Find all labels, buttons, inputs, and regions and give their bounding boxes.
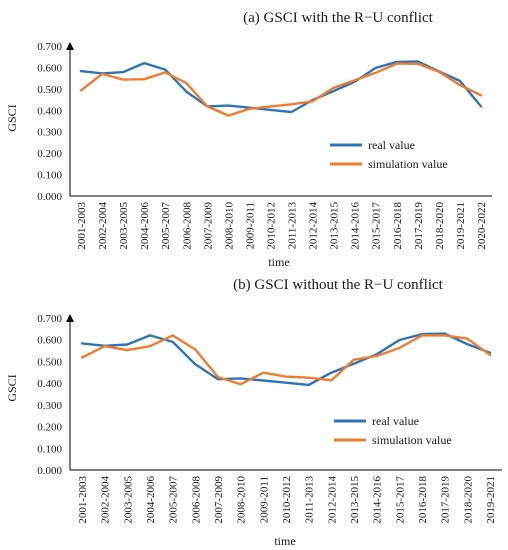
chart-b-legend: real value simulation value [334, 414, 452, 447]
chart-a-series-real-line [79, 60, 483, 114]
chart-a-ylabel: GSCI [5, 104, 19, 131]
chart-a-x-tick-label: 2017-2019 [413, 202, 425, 250]
chart-b-y-tick-label: 0.500 [37, 356, 62, 368]
chart-a-y-tick-label: 0.200 [37, 148, 62, 160]
chart-a-xlabel: time [268, 255, 289, 269]
chart-a-y-tick-label: 0.100 [37, 170, 62, 182]
chart-b-series-simulation-line [80, 334, 492, 386]
chart-a-x-tick-label: 2010-2012 [265, 202, 277, 250]
chart-a-title: (a) GSCI with the R−U conflict [243, 10, 434, 26]
chart-a-x-tick-label: 2020-2022 [476, 202, 488, 250]
chart-b-x-tick-label: 2013-2015 [349, 476, 361, 524]
chart-b-x-tick-label: 2019-2021 [485, 476, 497, 524]
chart-a-y-ticks: 0.000 0.100 0.200 0.300 0.400 0.500 0.600 0.700 [37, 41, 62, 203]
chart-a-x-tick-label: 2014-2016 [350, 202, 362, 250]
chart-b-ylabel: GSCI [5, 374, 19, 401]
chart-b-x-tick-label: 2008-2010 [236, 476, 248, 524]
chart-b-legend-sim-label: simulation value [372, 433, 452, 447]
chart-b-series-real-line [80, 332, 492, 387]
chart-a-x-tick-label: 2002-2004 [97, 202, 109, 250]
chart-a-x-tick-label: 2019-2021 [455, 202, 467, 250]
chart-b-xlabel: time [274, 534, 295, 548]
chart-b-y-tick-label: 0.000 [37, 465, 62, 477]
chart-a-x-tick-label: 2007-2009 [202, 202, 214, 250]
chart-b: (b) GSCI without the R−U conflict GSCI t… [5, 277, 502, 548]
chart-a-x-tick-label: 2015-2017 [371, 202, 383, 250]
chart-b-x-tick-label: 2012-2014 [326, 476, 338, 524]
chart-b-x-tick-label: 2001-2003 [77, 476, 89, 524]
chart-a-x-tick-label: 2009-2011 [244, 202, 256, 249]
chart-b-x-tick-label: 2014-2016 [372, 476, 384, 524]
chart-b-legend-real-label: real value [372, 414, 419, 428]
chart-a: (a) GSCI with the R−U conflict GSCI time… [5, 10, 492, 269]
chart-a-y-tick-label: 0.400 [37, 105, 62, 117]
chart-a-x-tick-label: 2012-2014 [308, 202, 320, 250]
chart-a-y-tick-label: 0.700 [37, 41, 62, 53]
chart-b-x-tick-label: 2017-2019 [440, 476, 452, 524]
chart-b-x-tick-label: 2018-2020 [462, 476, 474, 524]
chart-b-y-ticks: 0.000 0.100 0.200 0.300 0.400 0.500 0.600 0.700 [37, 313, 62, 477]
chart-a-x-tick-label: 2018-2020 [434, 202, 446, 250]
chart-b-y-tick-label: 0.200 [37, 422, 62, 434]
chart-b-x-tick-label: 2006-2008 [190, 476, 202, 524]
chart-a-series-group [79, 60, 483, 117]
chart-a-x-tick-label: 2005-2007 [160, 202, 172, 250]
chart-a-x-tick-label: 2006-2008 [181, 202, 193, 250]
chart-b-y-tick-label: 0.100 [37, 443, 62, 455]
chart-a-x-tick-label: 2016-2018 [392, 202, 404, 250]
chart-a-x-tick-label: 2003-2005 [118, 202, 130, 250]
chart-a-series-simulation-line [79, 62, 483, 117]
chart-b-x-tick-label: 2016-2018 [417, 476, 429, 524]
chart-b-y-tick-label: 0.600 [37, 335, 62, 347]
chart-a-y-tick-label: 0.500 [37, 84, 62, 96]
chart-a-y-tick-label: 0.600 [37, 62, 62, 74]
chart-b-x-tick-label: 2015-2017 [394, 476, 406, 524]
chart-b-x-tick-label: 2003-2005 [122, 476, 134, 524]
chart-a-x-ticks: 2001-2003 2002-2004 2003-2005 2004-2006 2005… [76, 202, 488, 250]
chart-a-y-axis-arrow [66, 42, 74, 50]
chart-b-x-tick-label: 2010-2012 [281, 476, 293, 524]
chart-a-x-tick-label: 2011-2013 [287, 202, 299, 250]
chart-a-x-tick-label: 2008-2010 [223, 202, 235, 250]
chart-b-y-tick-label: 0.400 [37, 378, 62, 390]
chart-a-legend-sim-label: simulation value [368, 157, 448, 171]
chart-a-x-tick-label: 2004-2006 [139, 202, 151, 250]
chart-b-x-ticks: 2001-2003 2002-2004 2003-2005 2004-2006 2005… [77, 476, 497, 524]
chart-a-x-tick-label: 2013-2015 [329, 202, 341, 250]
chart-a-y-tick-label: 0.300 [37, 127, 62, 139]
chart-b-title: (b) GSCI without the R−U conflict [233, 277, 444, 293]
chart-b-x-tick-label: 2007-2009 [213, 476, 225, 524]
chart-a-legend-real-label: real value [368, 138, 415, 152]
chart-b-y-axis-arrow [66, 314, 74, 322]
chart-b-x-tick-label: 2004-2006 [145, 476, 157, 524]
chart-b-x-tick-label: 2005-2007 [168, 476, 180, 524]
chart-a-y-tick-label: 0.000 [37, 191, 62, 203]
chart-b-y-tick-label: 0.300 [37, 400, 62, 412]
chart-b-x-tick-label: 2002-2004 [100, 476, 112, 524]
chart-b-y-tick-label: 0.700 [37, 313, 62, 325]
chart-a-legend: real value simulation value [330, 138, 448, 171]
chart-b-x-tick-label: 2009-2011 [258, 476, 270, 523]
chart-b-x-tick-label: 2011-2013 [304, 476, 316, 524]
chart-a-x-tick-label: 2001-2003 [76, 202, 88, 250]
chart-b-series-group [80, 332, 492, 387]
